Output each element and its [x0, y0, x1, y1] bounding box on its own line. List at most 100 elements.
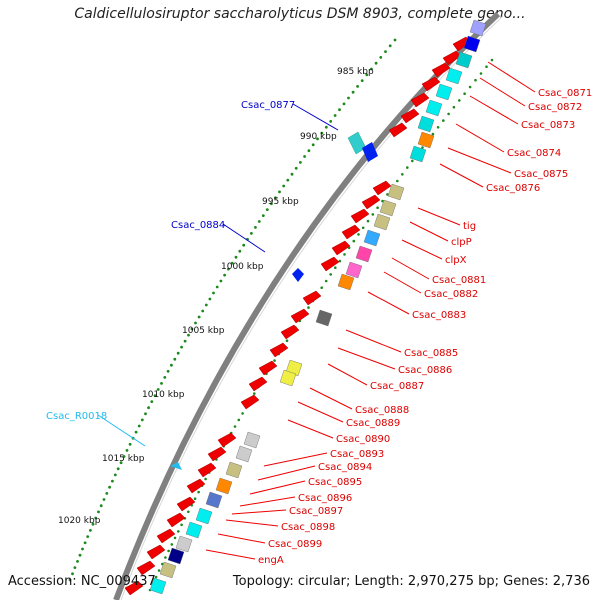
leader-line — [217, 533, 266, 544]
tick-dot — [338, 108, 341, 112]
leader-line — [447, 147, 512, 174]
tick-label: 1020 kbp — [58, 516, 101, 526]
tick-dot — [140, 418, 144, 422]
leader-line — [367, 291, 410, 315]
tick-dot — [370, 67, 373, 71]
tick-dot — [356, 85, 359, 88]
tick-dot — [436, 126, 440, 129]
tick-dot — [374, 61, 378, 65]
tick-dot — [442, 119, 445, 122]
gene-arrow — [156, 528, 176, 544]
gene-label: Csac_0884 — [171, 220, 225, 231]
leader-line — [391, 257, 430, 280]
tick-label: 1015 kbp — [102, 454, 145, 464]
gene-label: Csac_0873 — [521, 120, 575, 131]
tick-dot — [183, 339, 187, 343]
leader-line — [409, 221, 449, 242]
tick-dot — [273, 359, 276, 362]
tick-dot — [73, 566, 77, 569]
tick-dot — [324, 279, 328, 283]
tick-label: 990 kbp — [300, 132, 337, 142]
tick-dot — [194, 321, 197, 325]
leader-line — [455, 123, 505, 153]
gene-box — [387, 183, 405, 201]
tick-dot — [170, 543, 174, 546]
tick-dot — [233, 425, 237, 428]
tick-dot — [463, 92, 466, 95]
leader-line — [337, 347, 396, 370]
gene-arrow — [388, 122, 408, 138]
leader-line — [239, 496, 296, 507]
leader-line — [401, 239, 443, 260]
gene-label: clpX — [445, 255, 467, 266]
tick-dot — [166, 369, 170, 373]
tick-dot — [376, 206, 379, 209]
tick-dot — [320, 131, 324, 135]
gene-arrow — [290, 308, 310, 324]
gene-box — [435, 83, 453, 101]
gene-box — [363, 229, 381, 247]
tick-dot — [176, 351, 180, 355]
leader-line — [439, 163, 484, 188]
tick-dot — [219, 279, 223, 283]
tick-dot — [105, 492, 109, 495]
gene-arrow — [176, 496, 196, 512]
gene-label: Csac_0876 — [486, 183, 540, 194]
tick-dot — [154, 575, 158, 579]
tick-dot — [396, 179, 399, 183]
tick-dot — [91, 522, 95, 526]
gene-box — [355, 245, 373, 263]
tick-dot — [253, 392, 256, 395]
gene-box — [315, 309, 333, 327]
gene-arrow — [320, 256, 340, 272]
tick-dot — [111, 479, 114, 483]
tick-dot — [227, 267, 230, 271]
tick-dot — [329, 120, 333, 123]
tick-dot — [270, 202, 273, 206]
tick-dot — [238, 249, 242, 253]
tick-dot — [99, 504, 103, 508]
gene-arrow-csac0877b — [362, 142, 378, 162]
tick-dot — [197, 315, 201, 319]
tick-dot — [261, 214, 265, 218]
tick-dot — [320, 286, 324, 290]
tick-dot — [360, 79, 364, 82]
gene-label: Csac_R0018 — [46, 411, 107, 422]
leader-line — [487, 61, 536, 93]
gene-label: Csac_0894 — [318, 462, 372, 473]
gene-label: Csac_0897 — [289, 506, 343, 517]
tick-label: 1005 kbp — [182, 326, 225, 336]
leader-line — [222, 223, 266, 253]
tick-dot — [447, 112, 450, 116]
tick-dot — [177, 530, 180, 533]
tick-dot — [215, 285, 219, 289]
tick-dot — [290, 172, 294, 176]
accession-text: Accession: NC_009437 — [8, 574, 156, 589]
gene-box — [195, 507, 213, 525]
tick-dot — [371, 213, 375, 216]
gene-box — [463, 35, 481, 53]
gene-arrow — [302, 290, 322, 306]
tick-dot — [381, 199, 384, 203]
gene-label: Csac_0885 — [404, 348, 458, 359]
tick-dot — [128, 442, 132, 446]
gene-arrow — [136, 560, 156, 576]
gene-box — [379, 199, 397, 217]
gene-arrow — [341, 224, 361, 240]
tick-dot — [474, 78, 477, 82]
tick-dot — [208, 297, 212, 301]
tick-dot — [163, 376, 167, 379]
leader-line — [383, 271, 422, 294]
tick-dot — [241, 412, 244, 415]
tick-dot — [230, 261, 234, 265]
gene-arrow — [280, 324, 300, 340]
tick-dot — [329, 273, 333, 276]
gene-arrow — [331, 240, 351, 256]
gene-box — [215, 477, 233, 495]
tick-dot — [351, 90, 355, 94]
gene-arrow — [240, 394, 260, 410]
tick-dot — [147, 406, 151, 410]
tick-dot — [160, 382, 163, 385]
gene-label: Csac_0893 — [330, 449, 384, 460]
